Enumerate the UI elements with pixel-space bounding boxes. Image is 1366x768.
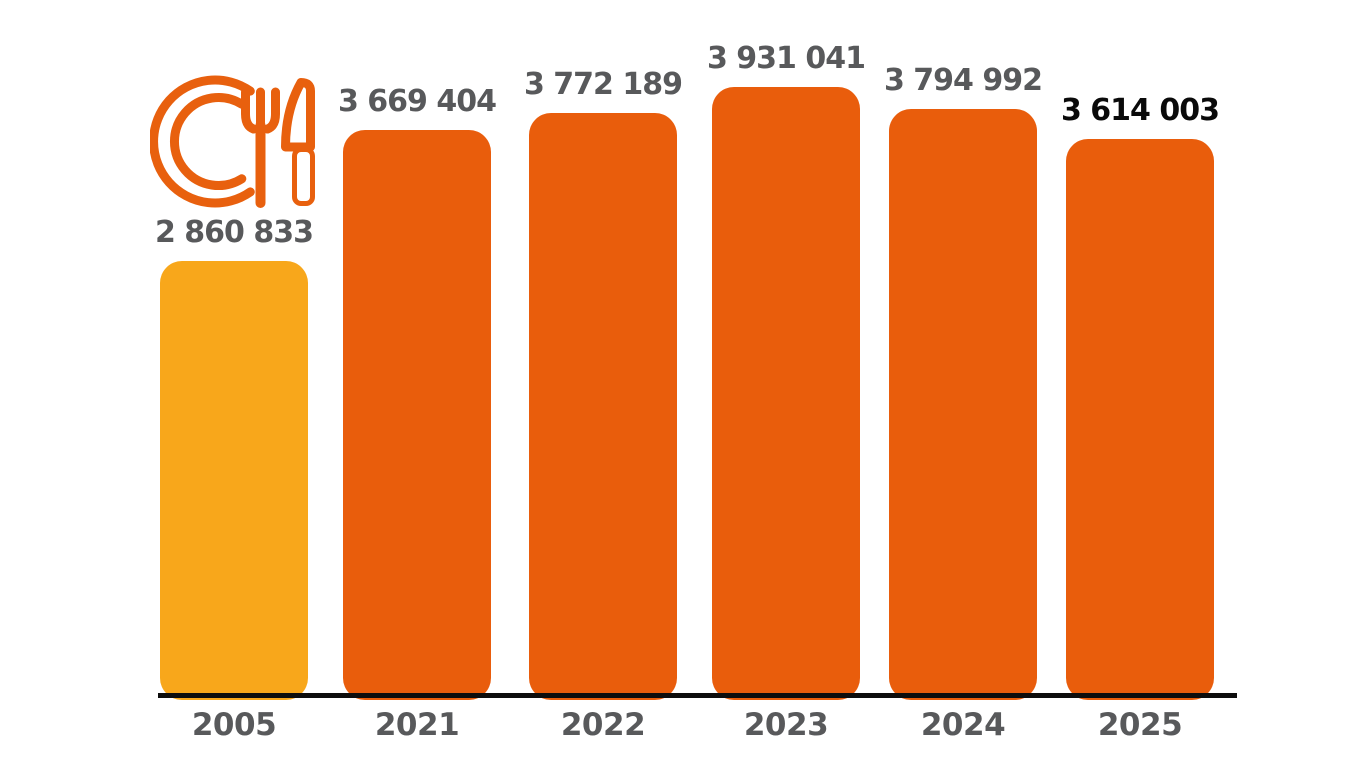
bar-2021 bbox=[343, 130, 491, 700]
bar-2023 bbox=[712, 87, 860, 700]
bar-value-label-2022: 3 772 189 bbox=[523, 67, 683, 102]
icon-strokes bbox=[149, 75, 315, 208]
bar-2024 bbox=[889, 109, 1037, 700]
bar-2005 bbox=[160, 261, 308, 700]
bar-2022 bbox=[529, 113, 677, 700]
plate-inner-arc-icon bbox=[169, 93, 247, 190]
bar-value-label-2023: 3 931 041 bbox=[706, 41, 866, 76]
bar-2025 bbox=[1066, 139, 1214, 700]
plate-outer-arc-icon bbox=[149, 75, 255, 208]
axis-label-2005: 2005 bbox=[191, 707, 277, 743]
bar-value-label-2021: 3 669 404 bbox=[337, 84, 497, 119]
bar-value-label-2025: 3 614 003 bbox=[1060, 93, 1220, 128]
axis-label-2025: 2025 bbox=[1097, 707, 1183, 743]
axis-label-2022: 2022 bbox=[560, 707, 646, 743]
bar-value-label-2005: 2 860 833 bbox=[154, 215, 314, 250]
restaurant-icon-svg bbox=[149, 75, 315, 208]
bar-value-label-2024: 3 794 992 bbox=[883, 63, 1043, 98]
restaurant-icon bbox=[149, 70, 315, 212]
axis-label-2023: 2023 bbox=[743, 707, 829, 743]
knife-icon bbox=[281, 78, 315, 206]
fork-icon bbox=[241, 87, 280, 208]
axis-label-2024: 2024 bbox=[920, 707, 1006, 743]
x-axis-line bbox=[158, 693, 1237, 698]
axis-label-2021: 2021 bbox=[374, 707, 460, 743]
